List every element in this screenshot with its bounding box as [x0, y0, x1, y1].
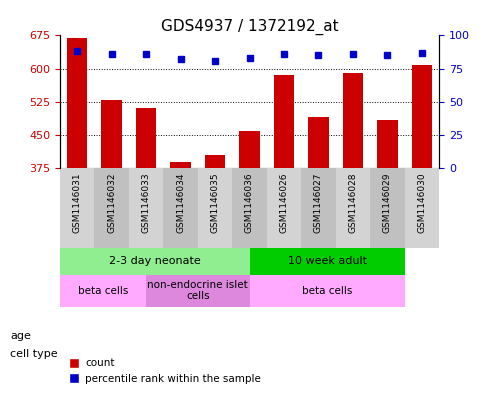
Text: 10 week adult: 10 week adult: [287, 256, 367, 266]
Text: GSM1146028: GSM1146028: [348, 172, 357, 233]
Bar: [136, 108, 156, 168]
Text: GSM1146031: GSM1146031: [73, 172, 82, 233]
Text: 2-3 day neonate: 2-3 day neonate: [109, 256, 201, 266]
Bar: [308, 118, 329, 168]
Text: GSM1146033: GSM1146033: [142, 172, 151, 233]
Bar: [273, 75, 294, 168]
Bar: [301, 168, 336, 248]
Bar: [250, 275, 405, 307]
Text: GSM1146029: GSM1146029: [383, 172, 392, 233]
Bar: [163, 168, 198, 248]
Text: cell type: cell type: [10, 349, 57, 359]
Text: beta cells: beta cells: [302, 286, 352, 296]
Bar: [129, 168, 163, 248]
Bar: [94, 168, 129, 248]
Bar: [370, 168, 405, 248]
Text: GSM1146030: GSM1146030: [417, 172, 426, 233]
Bar: [267, 168, 301, 248]
Bar: [205, 155, 226, 168]
Bar: [405, 168, 439, 248]
Title: GDS4937 / 1372192_at: GDS4937 / 1372192_at: [161, 19, 338, 35]
Bar: [198, 168, 232, 248]
Text: GSM1146036: GSM1146036: [245, 172, 254, 233]
Bar: [67, 38, 87, 168]
Text: GSM1146034: GSM1146034: [176, 172, 185, 233]
Bar: [146, 275, 250, 307]
Bar: [170, 162, 191, 168]
Bar: [232, 168, 267, 248]
Bar: [412, 65, 432, 168]
Text: age: age: [10, 331, 31, 341]
Bar: [377, 119, 398, 168]
Bar: [239, 130, 260, 168]
Bar: [60, 168, 94, 248]
Text: GSM1146035: GSM1146035: [211, 172, 220, 233]
Text: beta cells: beta cells: [78, 286, 128, 296]
Bar: [336, 168, 370, 248]
Bar: [60, 248, 250, 275]
Bar: [101, 99, 122, 168]
Legend: count, percentile rank within the sample: count, percentile rank within the sample: [65, 354, 265, 388]
Text: GSM1146026: GSM1146026: [279, 172, 288, 233]
Text: GSM1146027: GSM1146027: [314, 172, 323, 233]
Bar: [343, 73, 363, 168]
Bar: [60, 275, 146, 307]
Text: GSM1146032: GSM1146032: [107, 172, 116, 233]
Bar: [250, 248, 405, 275]
Text: non-endocrine islet
cells: non-endocrine islet cells: [147, 280, 248, 301]
